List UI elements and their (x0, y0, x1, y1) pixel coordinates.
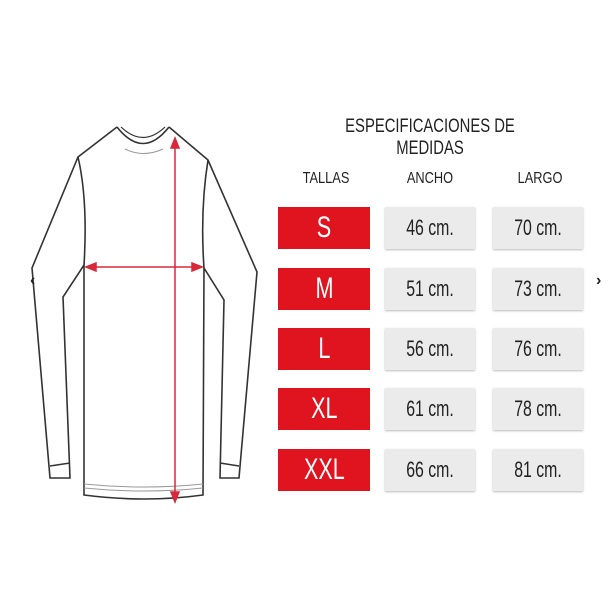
arrow-head-top (169, 135, 181, 149)
size-cell: XXL (278, 449, 370, 491)
width-cell: 51 cm. (385, 268, 475, 310)
width-value: 46 cm. (406, 215, 454, 240)
width-value: 66 cm. (406, 457, 454, 482)
width-cell: 46 cm. (385, 207, 475, 249)
chart-title: ESPECIFICACIONES DE MEDIDAS (345, 116, 515, 159)
length-value: 73 cm. (514, 276, 562, 301)
length-value: 70 cm. (514, 215, 562, 240)
measure-arrows (83, 135, 205, 505)
arrow-head-bottom (169, 491, 181, 505)
header-sizes: TALLAS (302, 170, 350, 187)
size-label: XL (310, 392, 338, 425)
length-cell: 73 cm. (493, 268, 583, 310)
size-label: M (315, 272, 333, 305)
arrow-head-right (191, 261, 205, 273)
shirt-outline (31, 126, 258, 500)
size-label: XXL (303, 453, 345, 486)
width-cell: 66 cm. (385, 449, 475, 491)
size-cell: S (278, 207, 370, 249)
width-value: 61 cm. (406, 396, 454, 421)
width-cell: 56 cm. (385, 328, 475, 370)
header-width: ANCHO (406, 170, 454, 187)
width-value: 56 cm. (406, 336, 454, 361)
size-cell: M (278, 268, 370, 310)
length-cell: 78 cm. (493, 388, 583, 430)
header-length: LARGO (517, 170, 563, 187)
width-cell: 61 cm. (385, 388, 475, 430)
size-label: S (316, 211, 332, 244)
length-cell: 76 cm. (493, 328, 583, 370)
next-arrow-icon[interactable]: › (596, 272, 602, 289)
length-cell: 70 cm. (493, 207, 583, 249)
arrow-head-left (83, 261, 97, 273)
size-cell: L (278, 328, 370, 370)
size-cell: XL (278, 388, 370, 430)
length-cell: 81 cm. (493, 449, 583, 491)
size-label: L (317, 332, 331, 365)
width-value: 51 cm. (406, 276, 454, 301)
length-value: 76 cm. (514, 336, 562, 361)
prev-arrow-icon[interactable]: ‹ (30, 272, 36, 289)
length-value: 78 cm. (514, 396, 562, 421)
length-value: 81 cm. (514, 457, 562, 482)
